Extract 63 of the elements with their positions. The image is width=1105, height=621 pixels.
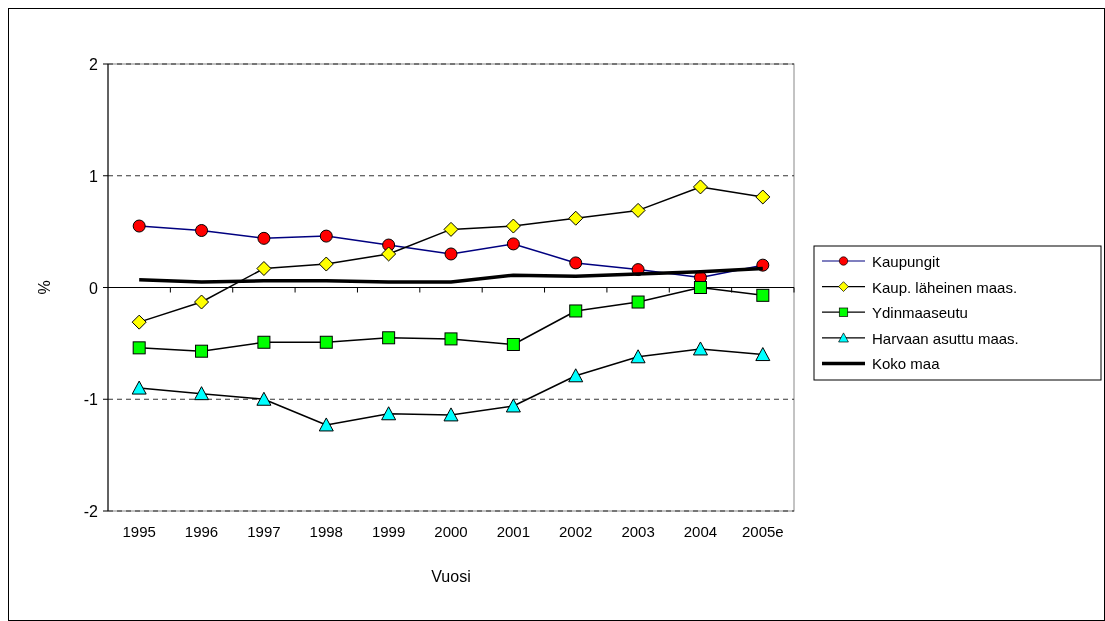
legend-label: Kaupungit: [872, 253, 941, 270]
x-tick-label: 1998: [309, 523, 343, 540]
point: [693, 281, 707, 294]
x-tick-label: 2002: [559, 523, 593, 540]
legend-label: Koko maa: [872, 355, 941, 373]
legend-label: Kaup. läheinen maas.: [872, 278, 1018, 296]
point: [506, 237, 520, 251]
x-tick-label: 1995: [122, 523, 156, 540]
y-tick-label: 2: [89, 56, 99, 73]
point: [194, 386, 210, 401]
point: [319, 229, 333, 243]
x-tick-label: 2000: [434, 523, 468, 540]
x-tick-label: 1996: [184, 523, 219, 540]
x-tick-label: 2004: [683, 523, 718, 540]
legend-label: Ydinmaaseutu: [872, 304, 968, 322]
point: [256, 391, 272, 406]
point: [755, 189, 771, 205]
point: [755, 347, 771, 362]
point: [568, 210, 584, 226]
point: [569, 256, 583, 270]
point: [568, 368, 584, 383]
point: [257, 231, 271, 245]
x-axis-title: Vuosi: [431, 568, 471, 585]
x-tick-label: 2003: [621, 523, 655, 540]
point: [381, 246, 397, 262]
point: [569, 304, 583, 318]
x-tick-label: 2001: [496, 523, 531, 540]
legend-label: Harvaan asuttu maas.: [872, 329, 1019, 347]
x-tick-label: 2005e: [741, 523, 784, 540]
point: [692, 179, 708, 195]
point: [630, 202, 646, 218]
point: [630, 349, 646, 364]
point: [381, 406, 397, 421]
point: [506, 337, 520, 351]
point: [382, 331, 396, 345]
point: [132, 341, 146, 355]
x-tick-label: 1997: [247, 523, 281, 540]
point: [319, 335, 333, 349]
y-tick-label: -1: [83, 391, 99, 409]
y-tick-label: 1: [89, 167, 99, 185]
point: [692, 341, 708, 356]
point: [505, 398, 521, 413]
point: [194, 294, 210, 310]
y-axis-title: %: [36, 280, 53, 295]
point: [131, 380, 147, 395]
point: [257, 335, 271, 349]
y-tick-label: -2: [83, 503, 99, 520]
point: [318, 256, 334, 272]
point: [195, 224, 209, 238]
point: [631, 295, 645, 309]
point: [131, 314, 147, 330]
point: [756, 288, 770, 302]
point: [444, 247, 458, 261]
point: [505, 218, 521, 234]
y-tick-label: 0: [89, 279, 99, 297]
point: [256, 261, 272, 276]
point: [443, 221, 459, 237]
point: [195, 344, 209, 358]
point: [443, 407, 459, 422]
point: [132, 219, 146, 233]
point: [318, 417, 334, 432]
point: [444, 332, 458, 346]
x-tick-label: 1999: [371, 523, 406, 540]
